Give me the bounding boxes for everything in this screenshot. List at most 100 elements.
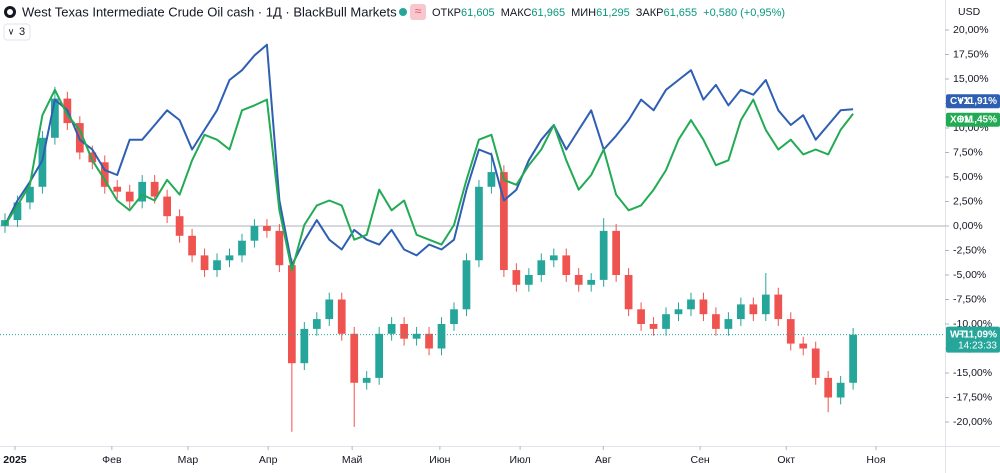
open-value: 61,605 xyxy=(461,7,495,19)
x-tick-label: Сен xyxy=(691,454,710,466)
candle-body xyxy=(238,240,246,256)
candle-body xyxy=(662,314,670,329)
price-tag xyxy=(946,94,1000,109)
candle-body xyxy=(312,319,321,329)
close-label: ЗАКР xyxy=(636,7,664,19)
candle-body xyxy=(637,309,645,324)
x-tick-label: Авг xyxy=(595,454,612,466)
change-value: +0,580 (+0,95%) xyxy=(703,7,785,19)
y-tick-label: -2,50% xyxy=(953,244,986,256)
candle-body xyxy=(824,377,833,398)
candle-body xyxy=(275,230,284,266)
x-tick-label: Июн xyxy=(429,454,450,466)
candle-body xyxy=(487,172,496,187)
candle-body xyxy=(200,255,209,271)
candle-body xyxy=(350,333,359,383)
symbol-icon-inner xyxy=(7,9,13,15)
candle-body xyxy=(26,186,34,203)
price-tag xyxy=(946,326,1000,353)
compare-badge[interactable] xyxy=(410,4,426,20)
candle-body xyxy=(687,299,695,310)
price-tag-value: +11,45% xyxy=(958,114,997,125)
low-value: 61,295 xyxy=(596,7,630,19)
candle-body xyxy=(849,334,857,383)
x-tick-label: 2025 xyxy=(3,454,27,466)
open-label: ОТКР xyxy=(432,7,461,19)
candle-body xyxy=(412,333,421,339)
x-tick-label: Фев xyxy=(102,454,122,466)
candle-body xyxy=(649,323,658,329)
high-label: МАКС xyxy=(501,7,532,19)
y-tick-label: 20,00% xyxy=(953,24,989,36)
price-tag-name: XOM xyxy=(950,114,973,125)
candle-body xyxy=(188,235,196,256)
x-tick-label: Апр xyxy=(259,454,278,466)
candle-body xyxy=(175,216,184,236)
currency-label[interactable]: USD xyxy=(958,6,981,18)
candle-body xyxy=(100,162,109,187)
candle-body xyxy=(699,299,708,315)
compare-badge-icon: ≈ xyxy=(415,4,422,18)
y-tick-label: -17,50% xyxy=(953,391,992,403)
candle-body xyxy=(786,319,795,344)
x-tick-label: Окт xyxy=(777,454,795,466)
candle-body xyxy=(450,309,458,324)
candle-body xyxy=(225,255,234,261)
price-tag-name: CVX xyxy=(950,96,971,107)
candle-body xyxy=(462,260,471,310)
candle-body xyxy=(574,274,583,285)
candle-body xyxy=(138,181,147,202)
candle-body xyxy=(724,319,733,329)
candle-body xyxy=(562,255,571,275)
candle-body xyxy=(524,274,533,285)
candle-body xyxy=(811,348,820,378)
indicators-chevron: ∨ xyxy=(8,26,15,36)
candle-body xyxy=(587,279,596,285)
x-tick-label: Май xyxy=(342,454,363,466)
candle-body xyxy=(799,343,808,349)
candle-body xyxy=(836,382,845,398)
y-tick-label: 15,00% xyxy=(953,73,989,85)
candle-body xyxy=(624,274,633,310)
candle-body xyxy=(325,299,334,320)
candle-body xyxy=(150,181,159,197)
candle-body xyxy=(13,202,22,221)
y-tick-label: 2,50% xyxy=(953,195,983,207)
close-value: 61,655 xyxy=(663,7,697,19)
candle-body xyxy=(549,255,558,261)
candle-body xyxy=(375,333,384,378)
candle-body xyxy=(674,309,683,315)
candle-body xyxy=(88,152,97,163)
candle-body xyxy=(287,265,296,364)
symbol-title[interactable]: West Texas Intermediate Crude Oil cash ·… xyxy=(22,4,397,19)
y-tick-label: 7,50% xyxy=(953,146,983,158)
y-tick-label: -5,00% xyxy=(953,269,986,281)
ohlc-values: ОТКР61,605 МАКС61,965 МИН61,295 ЗАКР61,655 +… xyxy=(432,7,785,19)
candle-body xyxy=(537,260,546,275)
candle-body xyxy=(263,225,271,231)
y-tick-label: 5,00% xyxy=(953,171,983,183)
indicators-toggle[interactable] xyxy=(3,23,31,41)
high-value: 61,965 xyxy=(531,7,565,19)
candle-body xyxy=(163,196,171,217)
candle-body xyxy=(599,230,608,280)
candle-body xyxy=(749,304,758,315)
candle-body xyxy=(612,230,621,275)
candle-body xyxy=(737,304,745,320)
candle-body xyxy=(337,299,346,334)
candle-body xyxy=(125,191,134,202)
price-tag-name: WTI xyxy=(950,329,969,340)
y-tick-label: -7,50% xyxy=(953,293,986,305)
candle-body xyxy=(113,186,122,192)
x-tick-label: Июл xyxy=(509,454,530,466)
plot-area xyxy=(0,43,945,432)
candle-body xyxy=(38,137,47,187)
candle-body xyxy=(362,377,371,383)
line-series xyxy=(4,88,854,272)
price-tag xyxy=(946,112,1000,127)
line-series xyxy=(4,43,854,267)
candle-body xyxy=(761,294,770,315)
candle-body xyxy=(500,172,508,271)
candle-body xyxy=(250,225,259,241)
